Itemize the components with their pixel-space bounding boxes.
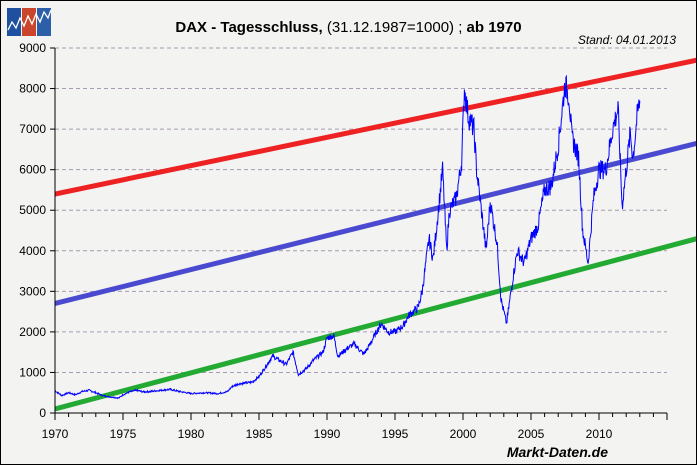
y-tick-label: 2000 bbox=[19, 325, 46, 339]
trend-line-upper bbox=[55, 57, 696, 197]
y-tick-label: 7000 bbox=[19, 122, 46, 136]
y-tick-label: 9000 bbox=[19, 41, 46, 55]
y-tick-label: 1000 bbox=[19, 365, 46, 379]
logo-icon bbox=[7, 8, 51, 36]
y-tick-label: 8000 bbox=[19, 82, 46, 96]
title-main: DAX - Tagesschluss, bbox=[175, 19, 323, 36]
x-tick-label: 1995 bbox=[382, 427, 409, 441]
x-tick-label: 2000 bbox=[450, 427, 477, 441]
dax-series-line bbox=[54, 74, 641, 400]
y-tick-label: 6000 bbox=[19, 163, 46, 177]
x-tick-label: 1975 bbox=[110, 427, 137, 441]
y-tick-label: 5000 bbox=[19, 203, 46, 217]
source-label: Markt-Daten.de bbox=[506, 444, 608, 460]
chart-title: DAX - Tagesschluss, (31.12.1987=1000) ; … bbox=[1, 19, 696, 36]
title-base: (31.12.1987=1000) ; bbox=[322, 19, 467, 36]
trend-line-middle bbox=[55, 140, 696, 306]
x-tick-label: 2005 bbox=[518, 427, 545, 441]
x-tick-label: 2010 bbox=[586, 427, 613, 441]
x-tick-label: 1990 bbox=[314, 427, 341, 441]
y-tick-label: 0 bbox=[39, 406, 46, 420]
y-tick-label: 3000 bbox=[19, 284, 46, 298]
trend-line-lower bbox=[55, 236, 696, 412]
y-tick-label: 4000 bbox=[19, 244, 46, 258]
x-tick-label: 1980 bbox=[178, 427, 205, 441]
x-tick-label: 1970 bbox=[42, 427, 69, 441]
title-suffix: ab 1970 bbox=[466, 19, 522, 36]
x-tick-label: 1985 bbox=[246, 427, 273, 441]
stand-date: Stand: 04.01.2013 bbox=[577, 33, 676, 47]
